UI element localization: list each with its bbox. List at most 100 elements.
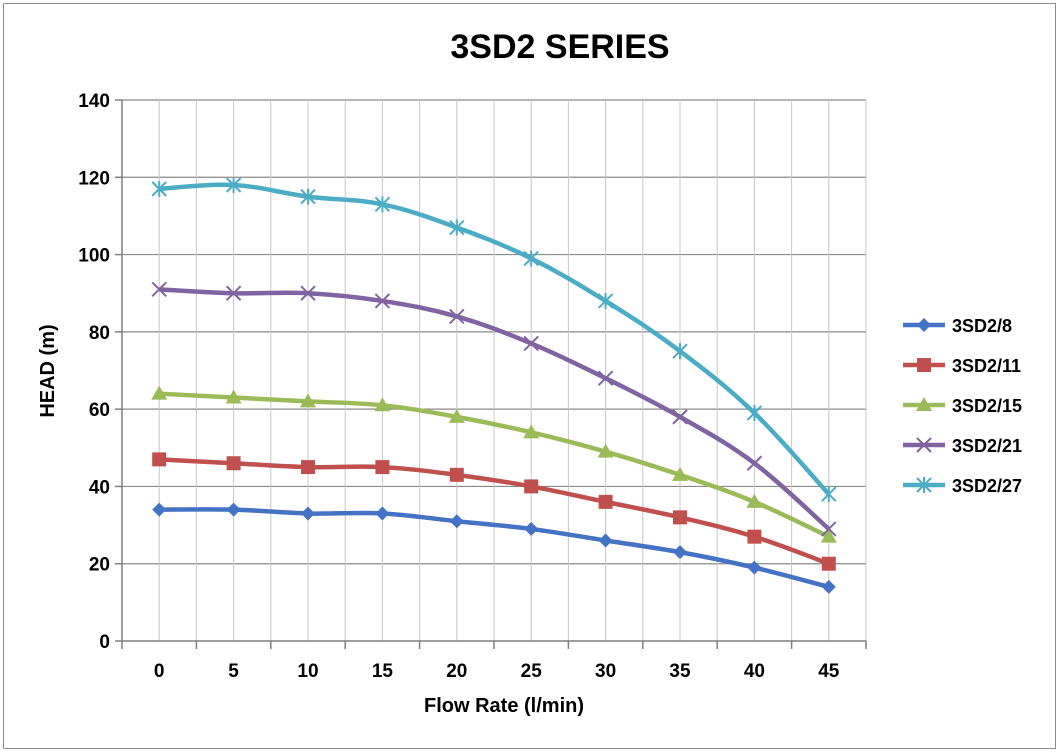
data-point xyxy=(821,579,836,594)
x-tick-label: 35 xyxy=(669,661,691,682)
x-tick-label: 40 xyxy=(744,661,765,682)
data-point xyxy=(673,510,687,525)
y-tick-label: 20 xyxy=(89,555,110,576)
series-4 xyxy=(151,281,837,537)
data-point xyxy=(746,493,763,508)
series-line xyxy=(159,287,831,531)
y-axis-label: HEAD (m) xyxy=(37,324,59,417)
series-line xyxy=(159,457,830,566)
y-tick-label: 100 xyxy=(78,246,110,267)
x-tick-label: 25 xyxy=(521,661,543,682)
data-point xyxy=(300,285,316,301)
data-point xyxy=(746,455,763,471)
data-point xyxy=(152,452,167,467)
data-point xyxy=(448,408,465,423)
data-point xyxy=(374,397,391,412)
legend: 3SD2/8 3SD2/11 3SD2/15 3SD2/21 3SD2/27 xyxy=(903,316,1022,496)
data-point xyxy=(151,180,167,197)
legend-item: 3SD2/8 xyxy=(903,316,1012,336)
y-tick-label: 80 xyxy=(89,323,110,344)
x-tick-label: 15 xyxy=(372,661,394,682)
legend-marker xyxy=(916,437,932,453)
data-point xyxy=(597,443,614,458)
data-point xyxy=(821,521,837,537)
data-point xyxy=(301,460,315,475)
data-point xyxy=(523,424,540,439)
x-tick-label: 5 xyxy=(228,661,239,682)
y-tick-label: 40 xyxy=(89,477,110,498)
data-point xyxy=(300,393,316,408)
data-point xyxy=(746,405,763,422)
data-point xyxy=(225,177,242,194)
data-point xyxy=(301,506,315,521)
legend-label: 3SD2/8 xyxy=(952,316,1012,336)
x-tick-label: 45 xyxy=(818,661,840,682)
data-point xyxy=(597,292,614,309)
data-point xyxy=(598,494,613,509)
data-point xyxy=(597,370,614,386)
series-line xyxy=(159,182,831,496)
y-tick-label: 140 xyxy=(78,91,110,112)
legend-marker xyxy=(916,397,932,411)
axes xyxy=(115,99,867,649)
legend-item: 3SD2/21 xyxy=(903,436,1022,456)
data-point xyxy=(151,281,167,298)
series-1 xyxy=(152,502,836,594)
data-point xyxy=(226,456,241,471)
legend-marker xyxy=(917,358,931,372)
series-line xyxy=(159,507,830,590)
data-point xyxy=(523,335,539,352)
data-point xyxy=(524,479,539,494)
data-point xyxy=(375,506,390,521)
data-point xyxy=(449,514,464,529)
x-tick-label: 10 xyxy=(297,661,318,682)
tick-labels: 0 20 40 60 80 100 120 140 0 5 10 15 20 25 30 35 40 45 xyxy=(78,91,839,682)
data-point xyxy=(821,556,836,571)
legend-item: 3SD2/11 xyxy=(903,356,1021,376)
y-tick-label: 120 xyxy=(78,168,110,189)
data-point xyxy=(523,250,539,267)
data-point xyxy=(300,188,316,205)
series-line xyxy=(159,391,830,539)
data-point xyxy=(672,466,688,481)
data-point xyxy=(821,486,837,503)
data-point xyxy=(152,502,167,517)
legend-label: 3SD2/15 xyxy=(952,396,1022,416)
data-point xyxy=(449,467,464,482)
data-point xyxy=(747,529,762,544)
legend-item: 3SD2/27 xyxy=(903,476,1022,496)
data-point xyxy=(375,460,390,475)
data-point xyxy=(225,389,242,404)
x-axis-label: Flow Rate (l/min) xyxy=(424,695,584,717)
data-point xyxy=(449,308,465,325)
data-point xyxy=(672,343,688,360)
legend-label: 3SD2/27 xyxy=(952,476,1022,496)
x-tick-label: 0 xyxy=(154,661,165,682)
legend-marker xyxy=(916,477,932,493)
legend-item: 3SD2/15 xyxy=(903,396,1022,416)
data-point xyxy=(673,545,687,560)
series-3 xyxy=(151,385,837,543)
series-group xyxy=(151,177,837,594)
data-point xyxy=(524,521,539,536)
legend-label: 3SD2/11 xyxy=(952,356,1021,376)
data-point xyxy=(374,196,391,213)
data-point xyxy=(151,385,168,400)
chart-frame xyxy=(3,3,1056,749)
data-point xyxy=(225,285,242,301)
series-2 xyxy=(152,452,836,571)
data-point xyxy=(374,293,391,309)
chart-title: 3SD2 SERIES xyxy=(450,28,669,66)
y-tick-label: 0 xyxy=(99,632,110,653)
legend-label: 3SD2/21 xyxy=(952,436,1022,456)
x-tick-label: 20 xyxy=(446,661,467,682)
x-tick-label: 30 xyxy=(595,661,616,682)
data-point xyxy=(449,219,465,236)
data-point xyxy=(747,560,762,575)
data-point xyxy=(226,502,241,517)
data-point xyxy=(598,533,613,548)
data-point xyxy=(820,528,837,543)
series-5 xyxy=(151,177,837,503)
data-point xyxy=(672,409,688,425)
